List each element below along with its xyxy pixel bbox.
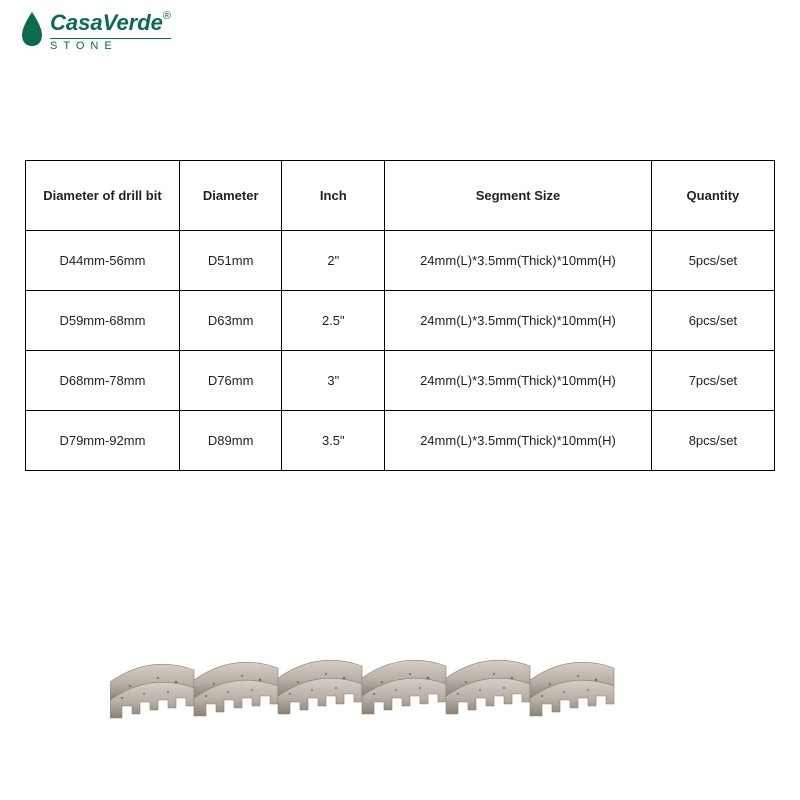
segment-piece [110,664,194,718]
cell-quantity: 7pcs/set [651,351,774,411]
col-header-quantity: Quantity [651,161,774,231]
cell-segment-size: 24mm(L)*3.5mm(Thick)*10mm(H) [385,231,652,291]
cell-inch: 2.5" [282,291,385,351]
segment-piece [446,660,530,714]
table-row: D44mm-56mm D51mm 2" 24mm(L)*3.5mm(Thick)… [26,231,775,291]
product-image [110,630,690,740]
col-header-inch: Inch [282,161,385,231]
cell-inch: 3" [282,351,385,411]
col-header-drillbit: Diameter of drill bit [26,161,180,231]
drop-path [22,12,42,46]
brand-part-2: Verde [103,10,163,35]
cell-quantity: 6pcs/set [651,291,774,351]
brand-name-line: CasaVerde® [50,10,171,36]
table-header-row: Diameter of drill bit Diameter Inch Segm… [26,161,775,231]
cell-inch: 2" [282,231,385,291]
table-row: D68mm-78mm D76mm 3" 24mm(L)*3.5mm(Thick)… [26,351,775,411]
cell-drillbit: D59mm-68mm [26,291,180,351]
cell-diameter: D89mm [179,411,282,471]
brand-part-1: Casa [50,10,103,35]
cell-segment-size: 24mm(L)*3.5mm(Thick)*10mm(H) [385,351,652,411]
cell-quantity: 8pcs/set [651,411,774,471]
cell-diameter: D63mm [179,291,282,351]
brand-text: CasaVerde® STONE [50,10,171,52]
cell-drillbit: D79mm-92mm [26,411,180,471]
col-header-segment-size: Segment Size [385,161,652,231]
spec-table: Diameter of drill bit Diameter Inch Segm… [25,160,775,471]
segments-svg [110,630,690,740]
col-header-diameter: Diameter [179,161,282,231]
cell-drillbit: D44mm-56mm [26,231,180,291]
table-row: D59mm-68mm D63mm 2.5" 24mm(L)*3.5mm(Thic… [26,291,775,351]
drop-icon [18,10,46,48]
table-body: D44mm-56mm D51mm 2" 24mm(L)*3.5mm(Thick)… [26,231,775,471]
cell-diameter: D51mm [179,231,282,291]
brand-subtitle: STONE [50,38,171,52]
cell-quantity: 5pcs/set [651,231,774,291]
cell-inch: 3.5" [282,411,385,471]
cell-diameter: D76mm [179,351,282,411]
cell-drillbit: D68mm-78mm [26,351,180,411]
spec-table-container: Diameter of drill bit Diameter Inch Segm… [25,160,775,471]
segment-piece [530,662,614,716]
table-row: D79mm-92mm D89mm 3.5" 24mm(L)*3.5mm(Thic… [26,411,775,471]
registered-mark: ® [163,10,171,22]
segment-piece [194,662,278,716]
segment-piece [362,660,446,714]
cell-segment-size: 24mm(L)*3.5mm(Thick)*10mm(H) [385,411,652,471]
brand-logo: CasaVerde® STONE [18,10,171,52]
segment-piece [278,660,362,714]
cell-segment-size: 24mm(L)*3.5mm(Thick)*10mm(H) [385,291,652,351]
